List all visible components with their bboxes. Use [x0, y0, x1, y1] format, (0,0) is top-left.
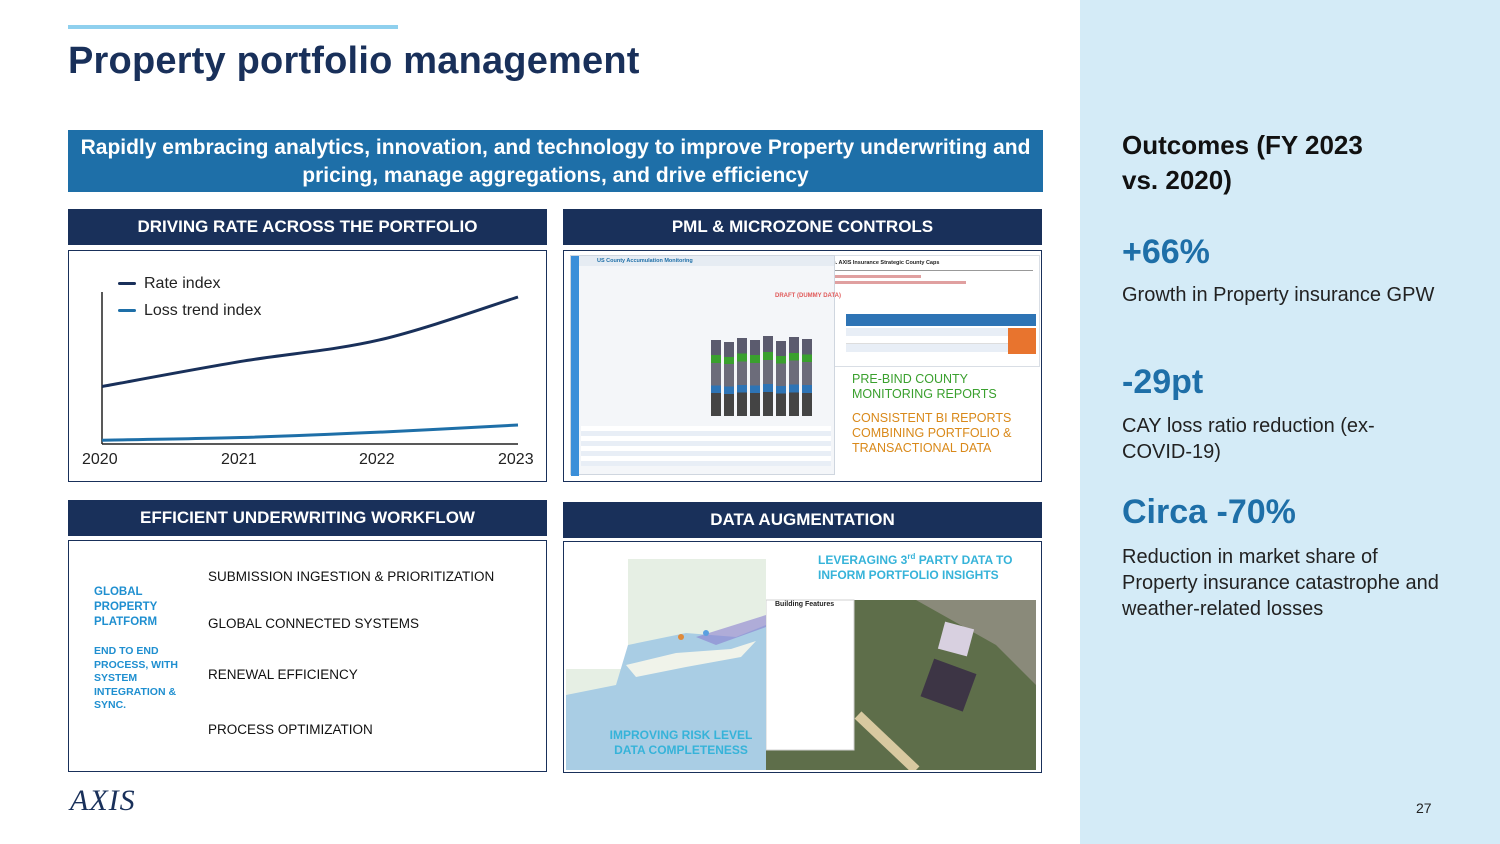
chart-legend: Rate index Loss trend index [118, 270, 261, 324]
section-head-rate: DRIVING RATE ACROSS THE PORTFOLIO [68, 209, 547, 245]
map-graphic [566, 545, 766, 770]
legend-swatch-loss [118, 309, 136, 312]
building-features-title: Building Features [775, 601, 835, 608]
workflow-panel [68, 540, 547, 772]
dashboard-title: US County Accumulation Monitoring [597, 258, 693, 264]
pml-note-prebind: PRE-BIND COUNTY MONITORING REPORTS [852, 372, 997, 401]
workflow-side-global: GLOBAL PROPERTY PLATFORM [94, 586, 158, 628]
report-table [846, 314, 1036, 358]
data-note-third-party-a: LEVERAGING 3 [818, 553, 908, 567]
metric-desc-gpw: Growth in Property insurance GPW [1122, 284, 1435, 306]
x-tick-label: 2020 [82, 451, 118, 468]
data-note-third-party-sup: rd [907, 552, 916, 561]
series-line-rate-index [101, 295, 519, 388]
section-head-pml: PML & MICROZONE CONTROLS [563, 209, 1042, 245]
theme-banner: Rapidly embracing analytics, innovation,… [68, 130, 1043, 192]
data-note-third-party: LEVERAGING 3rd PARTY DATA TO INFORM PORT… [818, 549, 1018, 583]
aerial-graphic [766, 545, 1036, 770]
workflow-item: SUBMISSION INGESTION & PRIORITIZATION [208, 569, 495, 584]
x-tick-label: 2023 [498, 451, 534, 468]
outcomes-title: Outcomes (FY 2023 vs. 2020) [1122, 130, 1363, 195]
data-note-third-party-b: PARTY DATA TO INFORM PORTFOLIO INSIGHTS [818, 553, 1013, 582]
x-tick-label: 2021 [221, 451, 257, 468]
page-title: Property portfolio management [68, 40, 640, 82]
title-accent-rule [68, 25, 398, 29]
pml-note-bi-reports: CONSISTENT BI REPORTS COMBINING PORTFOLI… [852, 411, 1012, 455]
outcomes-panel [1080, 0, 1500, 844]
x-tick-label: 2022 [359, 451, 395, 468]
workflow-side-process: END TO END PROCESS, WITH SYSTEM INTEGRAT… [94, 645, 179, 711]
aerial-photo-thumbnail [766, 545, 1036, 770]
metric-value-loss-ratio: -29pt [1122, 363, 1204, 401]
legend-swatch-rate [118, 282, 136, 285]
stacked-bar-thumbnail [711, 321, 831, 416]
metric-desc-loss-ratio: CAY loss ratio reduction (ex-COVID-19) [1122, 415, 1375, 463]
series-line-loss-trend-index [101, 423, 519, 442]
axis-logo: AXIS [70, 784, 136, 817]
legend-label-rate: Rate index [144, 274, 221, 292]
legend-label-loss: Loss trend index [144, 301, 262, 319]
report-title: Assessment of Account Exposure vs. AXIS … [739, 260, 940, 266]
page-number: 27 [1416, 800, 1432, 816]
coastal-map-thumbnail [566, 545, 766, 770]
metric-desc-market-share: Reduction in market share of Property in… [1122, 546, 1439, 620]
legend-item-rate: Rate index [118, 270, 261, 297]
workflow-item: RENEWAL EFFICIENCY [208, 667, 358, 682]
metric-value-gpw: +66% [1122, 233, 1210, 271]
section-head-data: DATA AUGMENTATION [563, 502, 1042, 538]
workflow-item: PROCESS OPTIMIZATION [208, 722, 373, 737]
metric-value-market-share: Circa -70% [1122, 493, 1296, 531]
data-note-completeness: IMPROVING RISK LEVEL DATA COMPLETENESS [609, 728, 753, 757]
rate-line-chart [101, 292, 519, 445]
draft-label: DRAFT (DUMMY DATA) [775, 293, 841, 299]
accumulation-dashboard-thumbnail: US County Accumulation Monitoring [570, 255, 835, 476]
legend-item-loss: Loss trend index [118, 297, 261, 324]
section-head-workflow: EFFICIENT UNDERWRITING WORKFLOW [68, 500, 547, 536]
workflow-item: GLOBAL CONNECTED SYSTEMS [208, 616, 420, 631]
